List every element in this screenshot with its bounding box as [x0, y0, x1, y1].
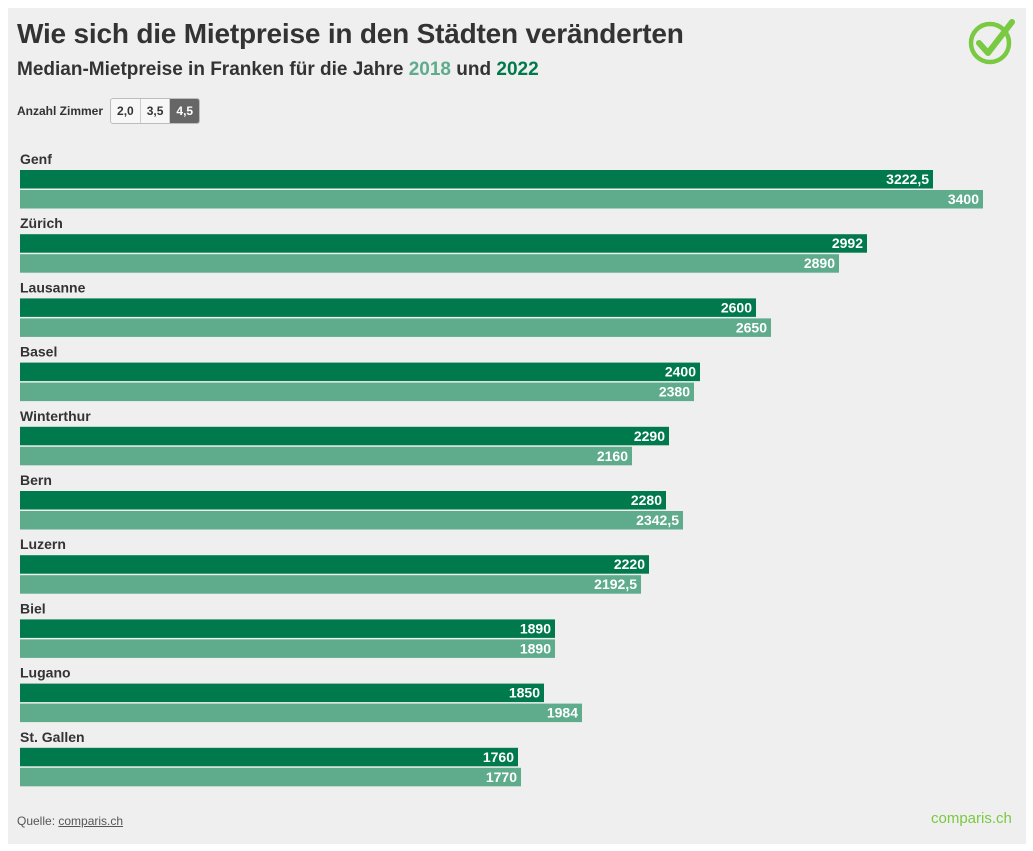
bar-2018-8[interactable]: [20, 703, 582, 723]
bar-2022-9[interactable]: [20, 747, 518, 767]
value-label-2022-6: 2220: [614, 556, 645, 572]
value-label-2022-7: 1890: [520, 620, 551, 636]
category-label-3: Basel: [20, 344, 57, 360]
comparis-brand-logo: comparis.ch: [931, 810, 1012, 827]
bar-2022-7[interactable]: [20, 619, 555, 638]
value-label-2018-9: 1770: [486, 769, 517, 785]
subtitle-year-2022: 2022: [496, 59, 539, 80]
value-label-2018-4: 2160: [597, 448, 628, 464]
bar-2018-9[interactable]: [20, 767, 521, 787]
bar-2018-7[interactable]: [20, 639, 555, 658]
bar-2018-6[interactable]: [20, 575, 641, 594]
bar-2022-8[interactable]: [20, 683, 544, 703]
value-label-2022-8: 1850: [509, 685, 540, 701]
bar-2022-3[interactable]: [20, 362, 700, 382]
value-label-2018-3: 2380: [659, 384, 690, 400]
rooms-option-2-0[interactable]: 2,0: [111, 99, 141, 123]
bar-2022-6[interactable]: [20, 555, 649, 574]
bar-2022-4[interactable]: [20, 426, 669, 446]
bar-2018-3[interactable]: [20, 382, 694, 402]
value-label-2018-7: 1890: [520, 640, 551, 656]
category-label-7: Biel: [20, 600, 46, 616]
bar-2022-5[interactable]: [20, 491, 666, 510]
bar-2022-1[interactable]: [20, 234, 867, 253]
value-label-2022-2: 2600: [721, 299, 752, 315]
filter-label: Anzahl Zimmer: [17, 104, 104, 118]
rooms-option-4-5[interactable]: 4,5: [170, 99, 200, 123]
room-count-toggle: 2,0 3,5 4,5: [110, 98, 201, 124]
bar-2018-1[interactable]: [20, 254, 839, 273]
category-label-5: Bern: [20, 472, 52, 488]
bar-2018-5[interactable]: [20, 511, 683, 530]
source-note: Quelle: comparis.ch: [17, 814, 123, 828]
value-label-2022-0: 3222,5: [886, 171, 929, 187]
room-count-filter: Anzahl Zimmer 2,0 3,5 4,5: [17, 98, 201, 124]
category-label-1: Zürich: [20, 215, 63, 231]
chart-subtitle: Median-Mietpreise in Franken für die Jah…: [17, 59, 539, 81]
bar-2018-2[interactable]: [20, 318, 771, 337]
subtitle-prefix: Median-Mietpreise in Franken für die Jah…: [17, 59, 404, 80]
value-label-2018-6: 2192,5: [594, 576, 637, 592]
value-label-2022-9: 1760: [483, 749, 514, 765]
value-label-2018-1: 2890: [804, 255, 835, 271]
value-label-2022-4: 2290: [634, 428, 665, 444]
comparis-check-icon: [968, 19, 1015, 65]
chart-title: Wie sich die Mietpreise in den Städten v…: [17, 18, 684, 49]
category-label-4: Winterthur: [20, 408, 91, 424]
category-label-8: Lugano: [20, 665, 71, 681]
value-label-2022-5: 2280: [631, 492, 662, 508]
category-label-0: Genf: [20, 151, 52, 167]
category-label-9: St. Gallen: [20, 729, 85, 745]
value-label-2022-1: 2992: [832, 235, 863, 251]
category-label-6: Luzern: [20, 536, 66, 552]
value-label-2018-2: 2650: [736, 319, 767, 335]
subtitle-year-2018: 2018: [408, 59, 451, 80]
bar-2022-0[interactable]: [20, 170, 933, 189]
value-label-2018-0: 3400: [948, 191, 979, 207]
value-label-2022-3: 2400: [665, 364, 696, 380]
subtitle-join: und: [456, 59, 492, 80]
bar-2022-2[interactable]: [20, 298, 756, 317]
rooms-option-3-5[interactable]: 3,5: [141, 99, 171, 123]
value-label-2018-8: 1984: [547, 705, 578, 721]
bar-2018-0[interactable]: [20, 190, 983, 209]
bar-2018-4[interactable]: [20, 446, 632, 466]
source-prefix: Quelle:: [17, 814, 56, 828]
category-label-2: Lausanne: [20, 279, 86, 295]
source-link[interactable]: comparis.ch: [58, 814, 124, 828]
value-label-2018-5: 2342,5: [636, 512, 679, 528]
